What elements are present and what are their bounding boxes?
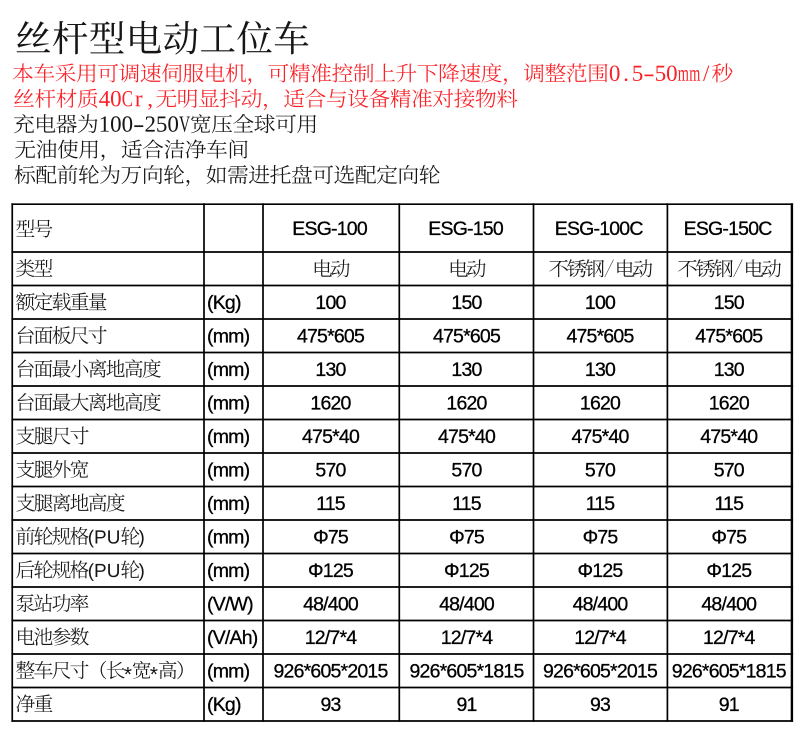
svg-text:12/7*4: 12/7*4 xyxy=(703,627,756,649)
svg-text:Φ125: Φ125 xyxy=(444,560,490,582)
svg-text:ESG-100: ESG-100 xyxy=(292,218,368,240)
svg-text:Φ75: Φ75 xyxy=(711,527,747,549)
svg-text:(V/Ah): (V/Ah) xyxy=(207,627,258,649)
svg-text:(mm): (mm) xyxy=(207,359,250,381)
svg-text:475*40: 475*40 xyxy=(700,426,758,448)
svg-text:12/7*4: 12/7*4 xyxy=(441,627,494,649)
svg-text:(mm): (mm) xyxy=(207,527,250,549)
svg-text:ESG-150C: ESG-150C xyxy=(684,218,773,240)
svg-text:570: 570 xyxy=(585,460,616,482)
svg-text:570: 570 xyxy=(451,460,482,482)
svg-text:Φ125: Φ125 xyxy=(706,560,752,582)
svg-text:475*605: 475*605 xyxy=(695,326,763,348)
svg-text:130: 130 xyxy=(315,359,346,381)
svg-text:(mm): (mm) xyxy=(207,560,250,582)
svg-text:1620: 1620 xyxy=(310,393,351,415)
svg-text:926*605*2015: 926*605*2015 xyxy=(273,661,388,683)
svg-text:115: 115 xyxy=(714,493,744,515)
svg-text:570: 570 xyxy=(714,460,745,482)
svg-text:(mm): (mm) xyxy=(207,493,250,515)
svg-text:ESG-100C: ESG-100C xyxy=(555,218,644,240)
svg-text:Φ75: Φ75 xyxy=(583,527,619,549)
svg-text:130: 130 xyxy=(451,359,482,381)
svg-text:1620: 1620 xyxy=(580,393,621,415)
svg-text:12/7*4: 12/7*4 xyxy=(305,627,358,649)
svg-text:100: 100 xyxy=(315,292,346,314)
svg-text:570: 570 xyxy=(315,460,346,482)
svg-text:115: 115 xyxy=(586,493,616,515)
svg-text:926*605*1815: 926*605*1815 xyxy=(672,661,787,683)
svg-text:91: 91 xyxy=(719,694,739,716)
svg-text:(mm): (mm) xyxy=(207,426,250,448)
svg-text:150: 150 xyxy=(714,292,745,314)
svg-text:115: 115 xyxy=(452,493,482,515)
svg-text:150: 150 xyxy=(451,292,482,314)
svg-text:12/7*4: 12/7*4 xyxy=(574,627,627,649)
svg-text:100: 100 xyxy=(585,292,616,314)
svg-text:Φ75: Φ75 xyxy=(449,527,485,549)
svg-text:1620: 1620 xyxy=(709,393,750,415)
svg-text:(Kg): (Kg) xyxy=(207,694,241,716)
svg-text:Φ75: Φ75 xyxy=(313,527,349,549)
svg-text:Φ125: Φ125 xyxy=(578,560,624,582)
svg-text:48/400: 48/400 xyxy=(701,594,757,616)
svg-text:475*40: 475*40 xyxy=(571,426,629,448)
svg-text:Φ125: Φ125 xyxy=(308,560,354,582)
svg-text:48/400: 48/400 xyxy=(439,594,495,616)
svg-text:475*605: 475*605 xyxy=(566,326,634,348)
svg-text:93: 93 xyxy=(590,694,610,716)
svg-text:48/400: 48/400 xyxy=(573,594,629,616)
svg-text:130: 130 xyxy=(714,359,745,381)
svg-text:ESG-150: ESG-150 xyxy=(428,218,504,240)
svg-text:91: 91 xyxy=(456,694,476,716)
svg-text:48/400: 48/400 xyxy=(303,594,359,616)
svg-text:(V/W): (V/W) xyxy=(207,594,253,616)
svg-text:926*605*2015: 926*605*2015 xyxy=(543,661,658,683)
svg-text:93: 93 xyxy=(320,694,340,716)
svg-text:(mm): (mm) xyxy=(207,460,250,482)
svg-text:(mm): (mm) xyxy=(207,393,250,415)
svg-text:475*605: 475*605 xyxy=(433,326,501,348)
svg-text:926*605*1815: 926*605*1815 xyxy=(409,661,524,683)
svg-text:475*40: 475*40 xyxy=(302,426,360,448)
svg-text:130: 130 xyxy=(585,359,616,381)
svg-text:(mm): (mm) xyxy=(207,661,250,683)
svg-text:475*40: 475*40 xyxy=(438,426,496,448)
svg-text:475*605: 475*605 xyxy=(297,326,365,348)
svg-text:(Kg): (Kg) xyxy=(207,292,241,314)
svg-text:(mm): (mm) xyxy=(207,326,250,348)
svg-text:1620: 1620 xyxy=(446,393,487,415)
svg-text:115: 115 xyxy=(316,493,346,515)
